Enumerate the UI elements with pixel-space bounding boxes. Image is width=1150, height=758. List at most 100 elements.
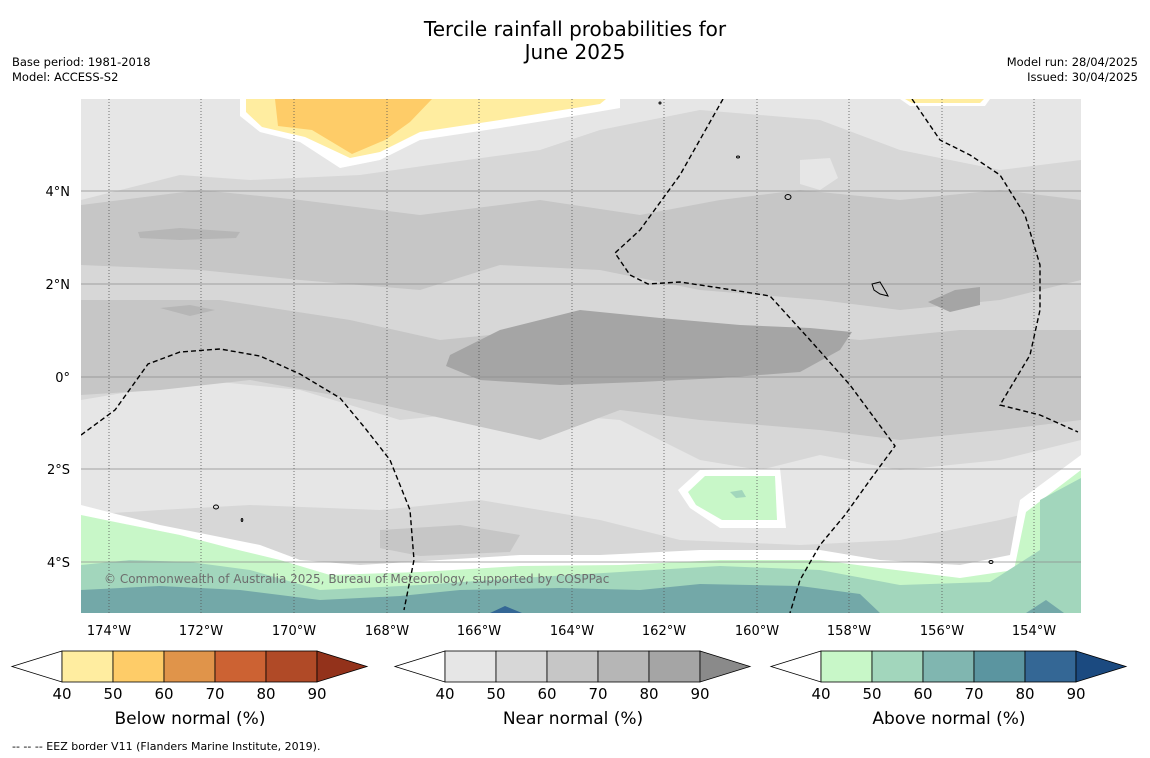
eez-border-west [81, 348, 415, 611]
colorbar-near-tick: 70 [588, 685, 607, 703]
above-normal-50-patch [730, 490, 746, 498]
map-title: Tercile rainfall probabilities for June … [0, 18, 1150, 64]
lat-label-2n: 2°N [46, 278, 71, 293]
base-period: Base period: 1981-2018 [12, 55, 151, 69]
lon-label-166w: 166°W [457, 624, 501, 639]
colorbar-below-tick: 40 [52, 685, 71, 703]
eez-footnote: -- -- -- EEZ border V11 (Flanders Marine… [12, 740, 321, 753]
colorbar-below-segment-3 [214, 650, 267, 683]
island-2 [871, 281, 889, 297]
eez-border-east [911, 99, 1079, 433]
latitude-gridlines [81, 190, 1081, 563]
colorbar-near-tick: 50 [486, 685, 505, 703]
island-4 [658, 101, 662, 105]
colorbar-above-high-extend [1075, 650, 1128, 683]
lon-label-170w: 170°W [272, 624, 316, 639]
island-3 [213, 504, 219, 510]
colorbar-near-segment-4 [648, 650, 701, 683]
colorbar-below-high-extend [316, 650, 369, 683]
meta-left: Base period: 1981-2018 Model: ACCESS-S2 [12, 55, 151, 85]
colorbar-above-tick: 80 [1015, 685, 1034, 703]
below-normal-40-east [905, 99, 984, 103]
lat-label-4s: 4°S [47, 556, 70, 571]
colorbar-below-segment-1 [112, 650, 165, 683]
colorbar-near-tick: 90 [690, 685, 709, 703]
colorbar-below-tick: 80 [256, 685, 275, 703]
near-normal-40-band [81, 380, 1081, 545]
above-normal-60-east [1026, 600, 1064, 613]
issued-date: Issued: 30/04/2025 [1027, 70, 1138, 84]
colorbar-below-tick: 70 [205, 685, 224, 703]
title-line-2: June 2025 [524, 40, 626, 64]
near-normal-70-patch-east [928, 287, 980, 312]
colorbar-label-above: Above normal (%) [872, 709, 1026, 729]
colorbar-below-segment-2 [163, 650, 216, 683]
colorbar-above-tick: 50 [862, 685, 881, 703]
colorbar-near-low-extend [393, 650, 446, 683]
colorbar-label-below: Below normal (%) [114, 709, 266, 729]
colorbar-above-tick: 60 [913, 685, 932, 703]
island-5 [736, 155, 740, 159]
lat-label-2s: 2°S [47, 463, 70, 478]
colorbars: 40 50 60 70 80 90 40 50 60 70 80 90 40 50 60 70 80 90 [10, 650, 1128, 703]
title-line-1: Tercile rainfall probabilities for [423, 17, 727, 41]
island-7 [240, 518, 244, 522]
colorbar-below-segment-4 [265, 650, 318, 683]
lon-label-168w: 168°W [365, 624, 409, 639]
lon-label-172w: 172°W [179, 624, 223, 639]
colorbar-near-high-extend [699, 650, 752, 683]
colorbar-near-segment-2 [546, 650, 599, 683]
colorbar-above-segment-1 [871, 650, 924, 683]
colorbar-above-segment-3 [973, 650, 1026, 683]
colorbar-below-low-extend [10, 650, 63, 683]
lat-label-4n: 4°N [46, 185, 71, 200]
colorbar-below-segment-0 [61, 650, 114, 683]
colorbar-near-tick: 80 [639, 685, 658, 703]
map-plot-area [81, 99, 1081, 613]
eez-borders [81, 99, 1079, 613]
colorbar-below-tick: 90 [307, 685, 326, 703]
colorbar-above-tick: 90 [1066, 685, 1085, 703]
near-normal-70-patch-west [138, 228, 240, 240]
lon-label-162w: 162°W [642, 624, 686, 639]
below-normal-50-north [275, 99, 432, 154]
colorbar-above-segment-0 [820, 650, 873, 683]
colorbar-near-tick: 40 [435, 685, 454, 703]
colorbar-near-segment-0 [444, 650, 497, 683]
colorbar-near-tick: 60 [537, 685, 556, 703]
colorbar-above-segment-2 [922, 650, 975, 683]
latitude-tick-labels: 4°N 2°N 0° 2°S 4°S [46, 185, 71, 571]
above-normal-50-south [81, 478, 1081, 613]
lon-label-174w: 174°W [87, 624, 131, 639]
near-normal-70-patch-west-2 [160, 305, 215, 316]
above-normal-40-patch [688, 476, 777, 520]
eez-border-central [614, 99, 896, 613]
colorbar-above-tick: 40 [811, 685, 830, 703]
model-name: Model: ACCESS-S2 [12, 70, 119, 84]
lon-label-164w: 164°W [550, 624, 594, 639]
colorbar-near-segment-3 [597, 650, 650, 683]
colorbar-below-tick: 60 [154, 685, 173, 703]
meta-right: Model run: 28/04/2025 Issued: 30/04/2025 [1007, 55, 1138, 85]
island-6 [988, 560, 994, 564]
lon-label-158w: 158°W [827, 624, 871, 639]
copyright-credit: © Commonwealth of Australia 2025, Bureau… [104, 572, 610, 586]
lon-label-156w: 156°W [920, 624, 964, 639]
colorbar-above-segment-4 [1024, 650, 1077, 683]
near-normal-60-north [81, 190, 1081, 310]
above-normal-60-south [81, 584, 880, 613]
colorbar-above-low-extend [769, 650, 822, 683]
model-run: Model run: 28/04/2025 [1006, 55, 1138, 69]
lon-label-154w: 154°W [1012, 624, 1056, 639]
near-normal-60-south [380, 525, 520, 556]
island-1 [784, 194, 792, 200]
lon-label-160w: 160°W [735, 624, 779, 639]
colorbar-above-tick: 70 [964, 685, 983, 703]
near-normal-40-patch-2 [800, 158, 838, 190]
above-normal-70-south [490, 606, 522, 613]
near-normal-70-central [446, 310, 852, 385]
colorbar-label-near: Near normal (%) [502, 709, 644, 729]
longitude-tick-labels: 174°W 172°W 170°W 168°W 166°W 164°W 162°… [87, 624, 1056, 639]
islands [213, 101, 994, 564]
